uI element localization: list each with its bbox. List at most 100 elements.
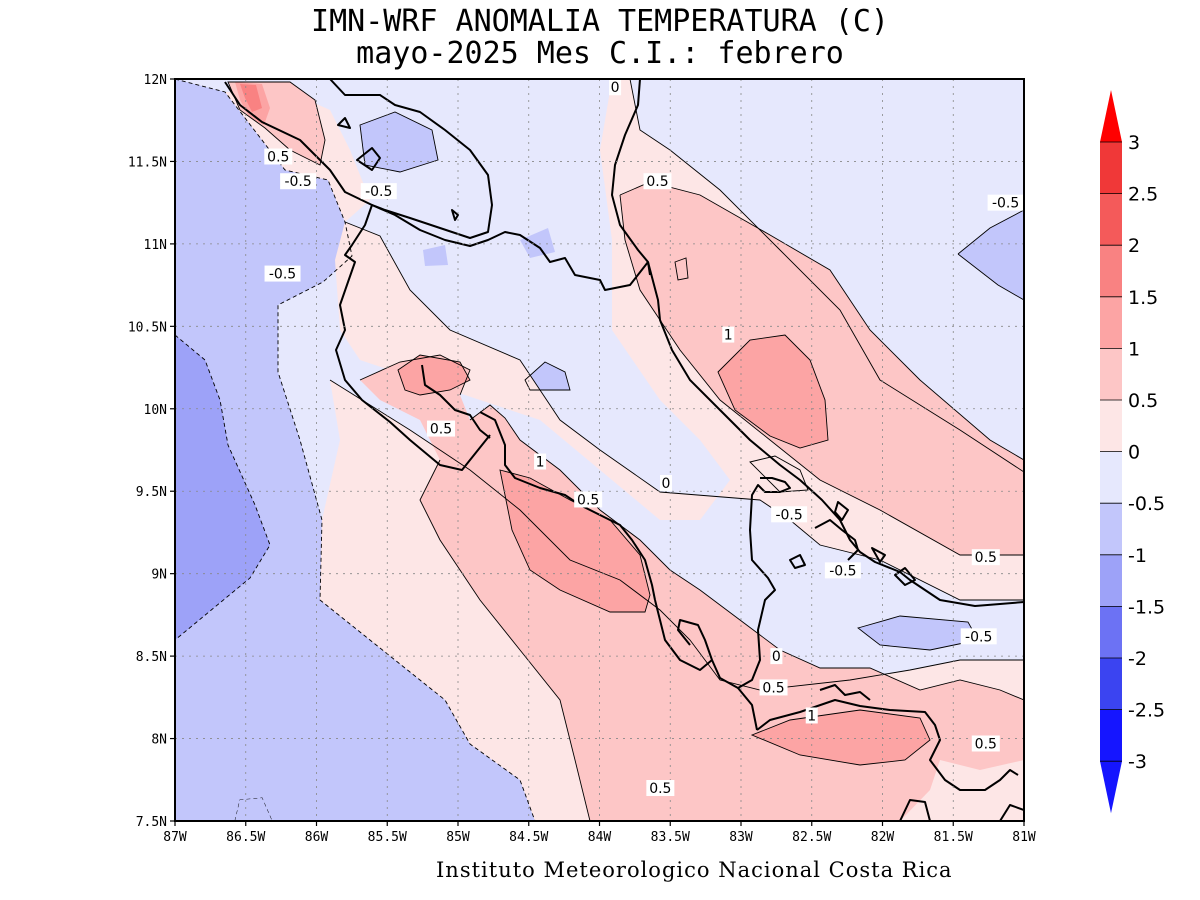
contour-label-bg xyxy=(770,648,783,665)
colorbar-segment xyxy=(1100,709,1122,762)
x-tick-label: 84W xyxy=(588,830,612,845)
contour-label: 1 xyxy=(536,455,545,471)
field-pos-1-islet xyxy=(675,258,688,280)
footer-credit: Instituto Meteorologico Nacional Costa R… xyxy=(436,858,953,882)
x-tick-label: 83.5W xyxy=(651,830,690,845)
x-tick-label: 81W xyxy=(1012,830,1036,845)
y-tick-label: 9.5N xyxy=(136,485,167,500)
contour-label: 0.5 xyxy=(975,737,997,753)
contour-label-bg xyxy=(360,183,397,200)
x-tick-label: 86.5W xyxy=(226,830,265,845)
contour-label: 0.5 xyxy=(646,174,668,190)
colorbar-label: 2.5 xyxy=(1128,184,1158,206)
colorbar-label: -2.5 xyxy=(1128,700,1165,722)
contour-label: 0.5 xyxy=(649,781,671,797)
contour-label-bg xyxy=(824,562,861,579)
field-neg-1.5 xyxy=(175,335,270,640)
y-tick-label: 10N xyxy=(144,403,167,418)
contour-label: 0.5 xyxy=(975,550,997,566)
colorbar-label: 1.5 xyxy=(1128,287,1158,309)
field-pos-1-north xyxy=(718,335,828,448)
colorbar-label: 3 xyxy=(1128,132,1140,154)
contour-label-bg xyxy=(971,735,1000,752)
contour-label: 0 xyxy=(772,649,781,665)
x-tick-label: 86W xyxy=(305,830,329,845)
x-tick-label: 82W xyxy=(871,830,895,845)
colorbar-segment xyxy=(1100,245,1122,297)
title-line-2: mayo-2025 Mes C.I.: febrero xyxy=(356,36,844,71)
contour-label-bg xyxy=(771,506,808,523)
contour-label: -0.5 xyxy=(269,267,296,283)
contour-label: -0.5 xyxy=(284,174,311,190)
field-pos-0.5-pac2 xyxy=(640,600,700,660)
y-tick-label: 8.5N xyxy=(136,650,167,665)
colorbar-label: -1 xyxy=(1128,545,1147,567)
contour-label-bg xyxy=(660,474,673,491)
anomaly-fields: 0.5 -0.5 -0.5 -0.5 0 0.5 -0.5 1 0.5 1 0.5 0 -0.5 0.5 -… xyxy=(175,79,1024,821)
colorbar-segment xyxy=(1100,451,1122,504)
colorbar-segment xyxy=(1100,296,1122,349)
colorbar-label: 0.5 xyxy=(1128,390,1158,412)
contour-label-bg xyxy=(971,549,1000,566)
contour-label: 0 xyxy=(611,80,620,96)
coastlines xyxy=(224,79,1024,821)
contour-label: 1 xyxy=(724,328,733,344)
colorbar-segment xyxy=(1100,142,1122,194)
colorbar-label: 1 xyxy=(1128,338,1140,360)
x-tick-label: 84.5W xyxy=(509,830,548,845)
field-pos-1-gulf xyxy=(398,355,470,395)
contour-label-bg xyxy=(264,148,293,165)
contour-label-bg xyxy=(805,707,818,724)
contour-label-bg xyxy=(722,326,735,343)
colorbar-arrow-top xyxy=(1100,90,1122,142)
x-tick-label: 82.5W xyxy=(792,830,831,845)
colorbar-arrow-bottom xyxy=(1100,761,1122,814)
contour-label: 0.5 xyxy=(762,680,784,696)
field-neg-1-ne xyxy=(958,210,1024,300)
y-tick-label: 9N xyxy=(151,568,167,583)
contour-labels: 0.5 -0.5 -0.5 -0.5 0 0.5 -0.5 1 0.5 1 0.5 0 -0.5 0.5 -… xyxy=(264,79,1024,797)
colorbar-label: -3 xyxy=(1128,751,1147,773)
y-tick-label: 10.5N xyxy=(128,320,167,335)
x-tick-label: 85.5W xyxy=(368,830,407,845)
colorbar-segment xyxy=(1100,658,1122,710)
contour-label-bg xyxy=(280,173,317,190)
colorbar: 3 2.5 2 1.5 1 0.5 0 -0.5 -1 -1.5 -2 -2.5 -3 xyxy=(1100,90,1165,814)
x-tick-label: 81.5W xyxy=(934,830,973,845)
contour-label: -0.5 xyxy=(829,563,856,579)
contour-label-bg xyxy=(534,453,547,470)
field-pos-1-south xyxy=(752,710,930,765)
x-tick-label: 83W xyxy=(729,830,753,845)
colorbar-label: -1.5 xyxy=(1128,596,1165,618)
field-pos-1.5-nw xyxy=(240,84,262,112)
x-tick-label: 87W xyxy=(163,830,187,845)
y-tick-label: 8N xyxy=(151,733,167,748)
contour-label-bg xyxy=(574,491,603,508)
contour-label: 0.5 xyxy=(577,492,599,508)
field-pos-0.5-north xyxy=(620,182,1024,555)
colorbar-segment xyxy=(1100,400,1122,452)
contour-label: 0.5 xyxy=(430,422,452,438)
contour-label-bg xyxy=(427,420,456,437)
axes: 87W 86.5W 86W 85.5W 85W 84.5W 84W 83.5W 83W 82.5W… xyxy=(128,73,1036,845)
colorbar-label: -0.5 xyxy=(1128,493,1165,515)
field-pos-1-pac xyxy=(500,470,650,612)
contour-label-bg xyxy=(264,265,301,282)
contour-label-bg xyxy=(646,780,675,797)
colorbar-segment xyxy=(1100,554,1122,607)
colorbar-segment xyxy=(1100,348,1122,400)
y-tick-label: 7.5N xyxy=(136,815,167,830)
contour-label-bg xyxy=(759,679,788,696)
contour-label: -0.5 xyxy=(965,629,992,645)
contour-label-bg xyxy=(987,194,1024,211)
graticule xyxy=(175,79,1024,821)
colorbar-label: -2 xyxy=(1128,648,1147,670)
contour-label: -0.5 xyxy=(365,184,392,200)
contour-label: -0.5 xyxy=(775,507,802,523)
field-neg-1 xyxy=(175,79,535,821)
contour-label: 0 xyxy=(662,476,671,492)
contour-label-bg xyxy=(609,79,622,96)
y-tick-label: 12N xyxy=(144,73,167,88)
